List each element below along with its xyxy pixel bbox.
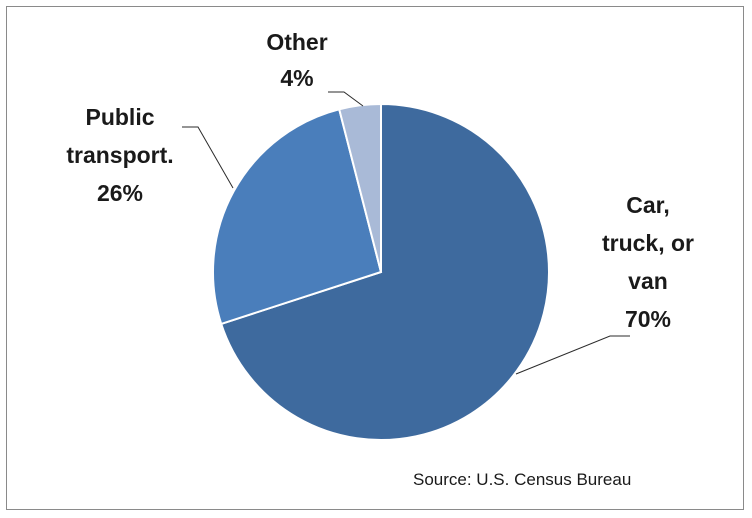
slice-name-label: Other xyxy=(266,29,327,55)
slice-name-label: van xyxy=(628,268,668,294)
leader-line xyxy=(515,335,630,375)
slice-label: Car, truck, or van 70% xyxy=(602,192,694,332)
leader-lines xyxy=(182,91,630,375)
slice-value-label: 26% xyxy=(97,180,143,206)
pie-slice-car-truck-or-van xyxy=(219,102,550,441)
slice-value-label: 70% xyxy=(625,306,671,332)
leader-line xyxy=(328,91,364,107)
leader-line xyxy=(182,126,234,189)
pie-slice-other xyxy=(338,102,382,273)
slice-name-label: transport. xyxy=(66,142,173,168)
pie-slices xyxy=(212,102,550,441)
slice-name-label: Public xyxy=(85,104,154,130)
slice-label: Public transport. 26% xyxy=(66,104,173,206)
slice-value-label: 4% xyxy=(280,65,313,91)
slice-name-label: truck, or xyxy=(602,230,694,256)
slice-labels: Car, truck, or van 70% Public transport. 26% Ot… xyxy=(66,29,694,332)
slice-label: Other 4% xyxy=(266,29,327,91)
source-note: Source: U.S. Census Bureau xyxy=(413,470,631,489)
slice-name-label: Car, xyxy=(626,192,669,218)
pie-slice-public-transport xyxy=(212,108,383,326)
